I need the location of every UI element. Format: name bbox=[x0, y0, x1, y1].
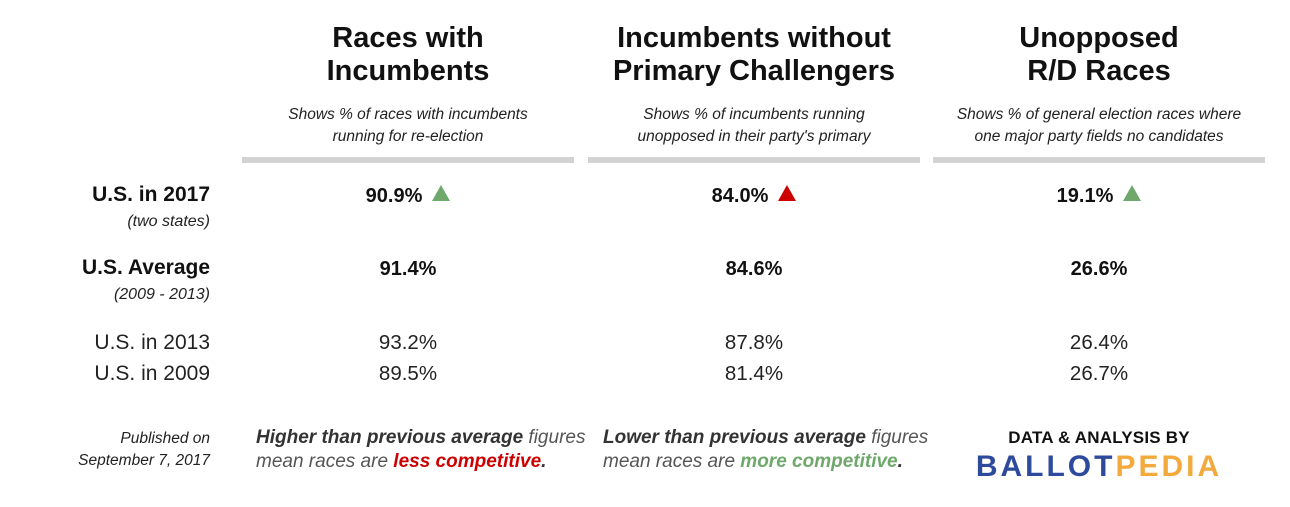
row-sublabel: (2009 - 2013) bbox=[113, 286, 210, 303]
table-cell: 90.9% bbox=[242, 185, 574, 208]
credit-block: DATA & ANALYSIS BY BALLOTPEDIA bbox=[933, 428, 1265, 484]
column-title: Races with Incumbents bbox=[326, 22, 490, 87]
row-label-us-average: U.S. Average bbox=[82, 256, 210, 279]
table-cell: 26.4% bbox=[1069, 331, 1129, 354]
column-subtitle: Shows % of general election races where … bbox=[956, 106, 1242, 145]
row-label-us-2009: U.S. in 2009 bbox=[94, 362, 210, 385]
table-cell: 19.1% bbox=[933, 185, 1265, 208]
table-cell: 87.8% bbox=[724, 331, 784, 354]
table-cell: 84.0% bbox=[588, 185, 920, 208]
triangle-up-icon bbox=[1123, 185, 1142, 201]
row-label-us-2013: U.S. in 2013 bbox=[94, 331, 210, 354]
column-title: Incumbents without Primary Challengers bbox=[612, 22, 896, 87]
row-sublabel: (two states) bbox=[127, 213, 210, 230]
table-cell: 89.5% bbox=[378, 362, 438, 385]
credit-label: DATA & ANALYSIS BY bbox=[1008, 428, 1190, 447]
table-cell: 93.2% bbox=[378, 331, 438, 354]
table-cell: 26.6% bbox=[1070, 258, 1128, 280]
note-higher-less-competitive: Higher than previous average figures mea… bbox=[256, 427, 586, 472]
note-lower-more-competitive: Lower than previous average figures mean… bbox=[603, 427, 929, 472]
header-divider bbox=[242, 157, 574, 163]
triangle-up-icon bbox=[432, 185, 451, 201]
header-divider bbox=[588, 157, 920, 163]
row-label-us-2017: U.S. in 2017 bbox=[92, 183, 210, 206]
column-subtitle: Shows % of incumbents running unopposed … bbox=[637, 106, 871, 145]
column-header-unopposed-races: Unopposed R/D Races bbox=[933, 22, 1265, 88]
header-divider bbox=[933, 157, 1265, 163]
triangle-up-icon bbox=[778, 185, 797, 201]
ballotpedia-logo: BALLOTPEDIA bbox=[975, 450, 1223, 483]
column-header-races-with-incumbents: Races with Incumbents bbox=[242, 22, 574, 88]
column-subtitle: Shows % of races with incumbents running… bbox=[288, 106, 528, 145]
table-cell: 91.4% bbox=[379, 258, 437, 280]
column-title: Unopposed R/D Races bbox=[1019, 22, 1179, 87]
published-date: Published on September 7, 2017 bbox=[78, 430, 210, 469]
table-cell: 26.7% bbox=[1069, 362, 1129, 385]
table-cell: 81.4% bbox=[724, 362, 784, 385]
column-header-incumbents-without-challengers: Incumbents without Primary Challengers bbox=[588, 22, 920, 88]
table-cell: 84.6% bbox=[725, 258, 783, 280]
